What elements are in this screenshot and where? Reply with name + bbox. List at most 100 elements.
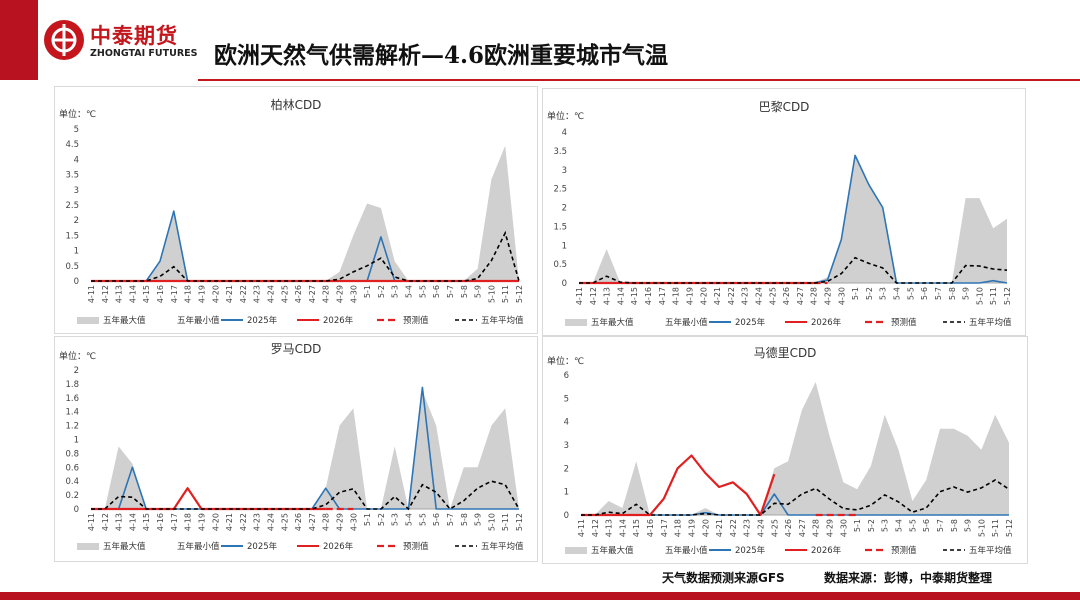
y-tick-label: 5	[74, 125, 79, 135]
x-tick-label: 4-19	[687, 519, 696, 537]
x-tick-label: 4-29	[336, 513, 345, 531]
unit-label: 单位：℃	[547, 355, 584, 367]
x-tick-label: 4-12	[589, 287, 598, 305]
logo-chinese-name: 中泰期货	[90, 24, 178, 48]
x-tick-label: 5-1	[363, 285, 372, 298]
y-tick-label: 3.5	[65, 171, 79, 181]
legend-item: 五年最大值	[565, 317, 634, 328]
x-tick-label: 5-10	[487, 285, 496, 303]
x-tick-label: 4-11	[87, 285, 96, 303]
legend-item: 五年最大值	[77, 541, 146, 552]
legend-item: 预测值	[865, 545, 917, 556]
unit-label: 单位：℃	[59, 108, 96, 120]
series-berlin-4	[91, 230, 520, 282]
legend-item: 预测值	[865, 317, 917, 328]
x-tick-label: 5-6	[920, 287, 929, 300]
series-madrid-5	[581, 479, 1010, 516]
x-tick-label: 4-16	[644, 287, 653, 305]
x-tick-label: 5-2	[377, 513, 386, 526]
x-tick-label: 5-4	[405, 285, 414, 298]
chart-title: 马德里CDD	[754, 345, 817, 360]
x-tick-label: 5-1	[363, 513, 372, 526]
x-tick-label: 4-16	[646, 519, 655, 537]
x-tick-label: 4-12	[101, 513, 110, 531]
x-tick-label: 5-10	[977, 519, 986, 537]
legend-label: 五年最大值	[591, 545, 634, 556]
y-tick-label: 2	[562, 204, 567, 214]
legend-item: 2026年	[785, 317, 842, 328]
legend-label: 2026年	[323, 315, 354, 326]
x-tick-label: 4-17	[170, 285, 179, 303]
legend-item: 2026年	[297, 541, 354, 552]
x-tick-label: 5-11	[991, 519, 1000, 537]
legend-item: 预测值	[377, 541, 429, 552]
y-tick-label: 4	[74, 155, 79, 165]
x-tick-label: 4-15	[142, 285, 151, 303]
x-tick-label: 5-11	[501, 513, 510, 531]
x-tick-label: 4-26	[294, 285, 303, 303]
legend-item: 2025年	[709, 317, 766, 328]
legend-item: 五年最小值	[665, 545, 708, 556]
x-tick-label: 4-18	[672, 287, 681, 305]
x-tick-label: 4-13	[603, 287, 612, 305]
legend-label: 五年平均值	[481, 315, 524, 326]
legend-label: 2025年	[247, 541, 278, 552]
logo: 中泰期货 ZHONGTAI FUTURES	[44, 20, 197, 64]
x-tick-label: 5-7	[934, 287, 943, 300]
x-tick-label: 4-17	[660, 519, 669, 537]
x-tick-label: 4-24	[756, 519, 765, 537]
x-tick-label: 4-23	[741, 287, 750, 305]
y-tick-label: 6	[564, 371, 569, 381]
series-rome-2	[91, 386, 519, 510]
x-tick-label: 5-1	[851, 287, 860, 300]
y-tick-label: 2	[564, 464, 569, 474]
x-tick-label: 4-27	[798, 519, 807, 537]
x-tick-label: 5-9	[474, 513, 483, 526]
legend-item: 五年平均值	[943, 317, 1012, 328]
x-tick-label: 4-22	[239, 285, 248, 303]
chart-madrid: 马德里CDD 单位：℃ 0 1 2 3 4 5 6 4-11 4-12 4-13 4-14 4-15 4-1…	[542, 336, 1028, 564]
x-tick-label: 5-11	[501, 285, 510, 303]
x-tick-label: 4-25	[768, 287, 777, 305]
footer-red-bar	[0, 592, 1080, 600]
x-tick-label: 4-13	[605, 519, 614, 537]
y-tick-label: 1.4	[65, 408, 79, 418]
x-tick-label: 4-30	[837, 287, 846, 305]
x-tick-label: 4-20	[701, 519, 710, 537]
x-tick-label: 5-4	[895, 519, 904, 532]
x-tick-label: 5-11	[989, 287, 998, 305]
legend-label: 2026年	[811, 317, 842, 328]
series-madrid-3	[581, 454, 776, 517]
x-tick-label: 5-10	[487, 513, 496, 531]
x-tick-label: 5-12	[515, 513, 524, 531]
x-tick-label: 4-21	[715, 519, 724, 537]
chart-svg-madrid: 马德里CDD 单位：℃ 0 1 2 3 4 5 6 4-11 4-12 4-13 4-14 4-15 4-1…	[547, 345, 1014, 556]
x-tick-label: 5-4	[405, 513, 414, 526]
legend-label: 2026年	[323, 541, 354, 552]
x-tick-label: 4-28	[812, 519, 821, 537]
y-tick-label: 0.5	[65, 262, 79, 272]
y-tick-label: 0.4	[65, 477, 79, 487]
x-tick-label: 5-3	[879, 287, 888, 300]
legend-item: 2026年	[785, 545, 842, 556]
legend-swatch	[565, 319, 587, 326]
x-tick-label: 4-30	[349, 513, 358, 531]
y-tick-label: 4	[564, 418, 569, 428]
y-tick-label: 1	[562, 241, 567, 251]
y-tick-label: 0.2	[65, 491, 79, 501]
x-tick-label: 4-15	[630, 287, 639, 305]
x-tick-label: 4-18	[184, 285, 193, 303]
x-tick-label: 4-26	[784, 519, 793, 537]
x-tick-label: 5-3	[391, 285, 400, 298]
legend-label: 五年平均值	[969, 545, 1012, 556]
chart-title: 罗马CDD	[271, 342, 322, 356]
x-tick-label: 5-5	[418, 285, 427, 298]
series-madrid-0	[581, 382, 1009, 515]
y-tick-label: 1	[564, 488, 569, 498]
x-tick-label: 5-10	[975, 287, 984, 305]
x-tick-label: 4-21	[225, 285, 234, 303]
x-tick-label: 5-8	[460, 285, 469, 298]
x-tick-label: 4-25	[280, 285, 289, 303]
x-tick-label: 4-12	[101, 285, 110, 303]
x-tick-label: 5-5	[906, 287, 915, 300]
